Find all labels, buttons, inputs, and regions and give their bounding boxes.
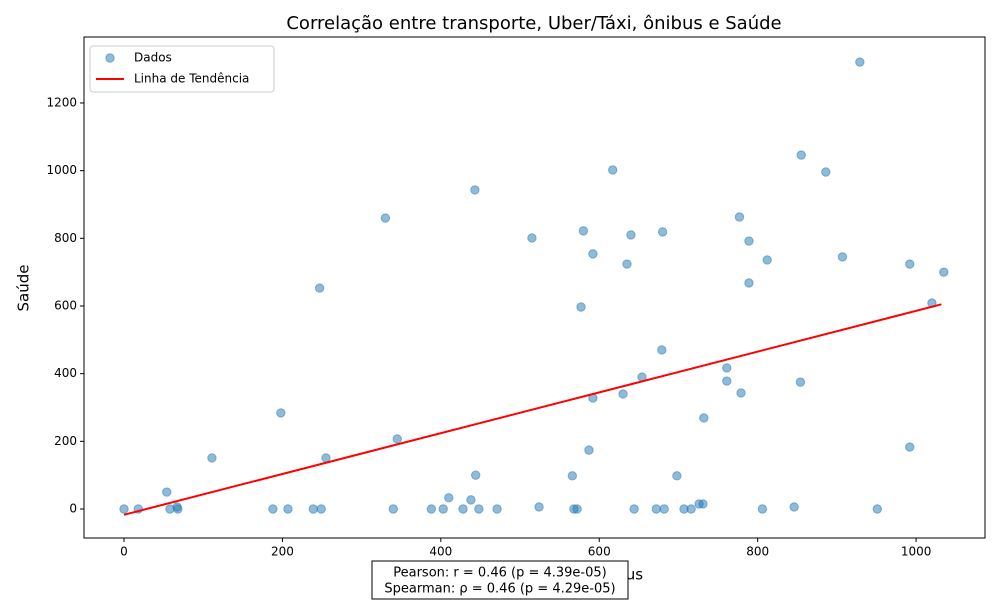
data-point	[905, 442, 915, 452]
x-tick-label: 1000	[901, 545, 932, 559]
data-point	[626, 230, 636, 240]
data-point	[576, 302, 586, 312]
data-point	[905, 259, 915, 269]
legend-label: Linha de Tendência	[134, 72, 249, 86]
data-point	[534, 502, 544, 512]
data-point	[314, 283, 325, 293]
data-point	[572, 504, 582, 514]
y-tick-label: 0	[69, 502, 77, 516]
data-point	[492, 504, 502, 514]
data-point	[618, 389, 628, 399]
data-point	[659, 504, 669, 514]
data-point	[795, 377, 806, 387]
data-point	[173, 504, 183, 514]
x-tick-label: 200	[271, 545, 294, 559]
data-point	[207, 453, 217, 463]
data-point	[657, 345, 667, 355]
data-point	[722, 376, 732, 386]
y-tick-label: 200	[54, 434, 77, 448]
data-point	[316, 504, 326, 514]
data-point	[426, 504, 437, 514]
plot-frame	[83, 36, 986, 539]
data-point	[119, 504, 129, 514]
data-point	[458, 504, 468, 514]
annotation: Pearson: r = 0.46 (p = 4.39e-05)	[393, 566, 606, 581]
data-point	[939, 267, 949, 277]
data-point	[444, 493, 454, 503]
data-point	[622, 259, 632, 269]
data-point	[796, 150, 806, 160]
data-point	[470, 185, 480, 195]
annotation: Spearman: ρ = 0.46 (p = 4.29e-05)	[384, 582, 615, 597]
x-tick-label: 0	[120, 545, 128, 559]
y-tick-label: 600	[54, 298, 77, 312]
data-point	[744, 278, 754, 288]
chart-title: Correlação entre transporte, Uber/Táxi, …	[286, 13, 781, 34]
data-point	[578, 226, 589, 236]
data-point	[474, 504, 484, 514]
data-point	[744, 236, 754, 246]
data-point	[608, 165, 618, 175]
data-point	[162, 487, 172, 497]
legend-marker	[105, 53, 115, 63]
y-tick-label: 1000	[46, 163, 77, 177]
data-point	[321, 453, 331, 463]
data-point	[651, 504, 661, 514]
data-point	[837, 252, 848, 262]
data-point	[734, 212, 745, 222]
data-point	[567, 471, 578, 481]
data-point	[308, 504, 319, 514]
data-point	[388, 504, 399, 514]
data-point	[672, 471, 682, 481]
data-point	[588, 249, 598, 259]
data-point	[438, 504, 448, 514]
data-point	[466, 495, 476, 505]
data-point	[268, 504, 278, 514]
data-point	[629, 504, 639, 514]
x-tick-label: 400	[429, 545, 452, 559]
y-tick-label: 1200	[46, 95, 77, 109]
y-tick-label: 800	[54, 231, 77, 245]
legend-box	[89, 45, 275, 93]
data-point	[584, 445, 594, 455]
data-point	[762, 255, 772, 265]
data-point	[872, 504, 882, 514]
x-tick-label: 800	[746, 545, 769, 559]
data-point	[470, 470, 481, 480]
data-point	[686, 504, 696, 514]
data-point	[698, 499, 708, 509]
data-point	[722, 363, 732, 373]
data-point	[699, 413, 709, 423]
trend-line	[123, 303, 942, 516]
data-point	[821, 167, 831, 177]
x-tick-label: 600	[588, 545, 611, 559]
data-point	[657, 227, 668, 237]
data-point	[276, 408, 286, 418]
data-point	[380, 213, 391, 223]
legend-label: Dados	[134, 51, 172, 65]
annotation-box	[371, 560, 629, 600]
data-point	[736, 388, 746, 398]
data-point	[789, 502, 799, 512]
data-point	[757, 504, 768, 514]
data-point	[527, 233, 537, 243]
data-point	[283, 504, 293, 514]
y-tick-label: 400	[54, 366, 77, 380]
data-point	[855, 57, 865, 67]
y-axis-label: Saúde	[15, 265, 33, 312]
data-point	[392, 434, 402, 444]
